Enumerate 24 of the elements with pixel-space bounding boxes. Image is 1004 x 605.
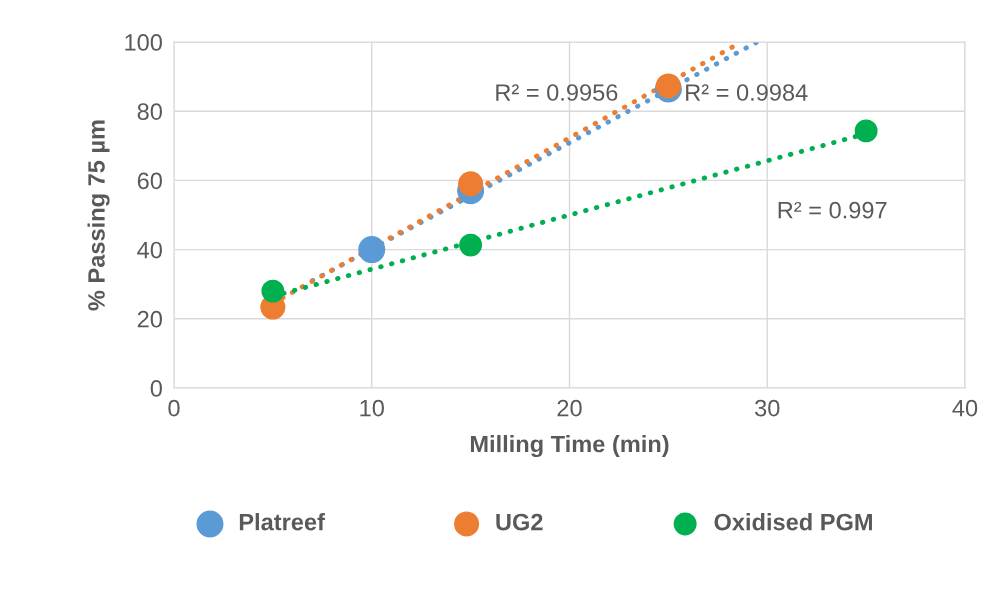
annotation: R² = 0.9984 <box>686 84 808 101</box>
x-tick-label: 40 <box>952 399 978 417</box>
x-axis-title: Milling Time (min) <box>470 435 669 458</box>
y-tick-label: 60 <box>137 172 162 190</box>
point <box>458 171 484 197</box>
y-tick-label: 40 <box>137 241 162 259</box>
y-axis-title: % Passing 75 µm <box>87 120 110 311</box>
legend-label: Oxidised PGM <box>714 513 872 531</box>
legend-label: UG2 <box>496 513 543 531</box>
annotation: R² = 0.9956 <box>496 84 618 101</box>
x-tick-label: 30 <box>755 399 780 417</box>
point <box>854 119 878 143</box>
point <box>358 236 386 264</box>
y-tick-label: 80 <box>137 103 162 120</box>
x-tick-label: 20 <box>557 399 582 417</box>
x-tick-label: 0 <box>168 399 180 417</box>
y-tick-label: 20 <box>137 310 162 328</box>
x-tick-label: 10 <box>360 399 384 417</box>
y-tick-label: 100 <box>125 34 162 51</box>
point <box>459 233 483 257</box>
point <box>261 279 285 303</box>
annotation: R² = 0.997 <box>778 201 887 219</box>
y-tick-label: 0 <box>150 380 162 397</box>
legend-label: Platreef <box>239 513 325 531</box>
